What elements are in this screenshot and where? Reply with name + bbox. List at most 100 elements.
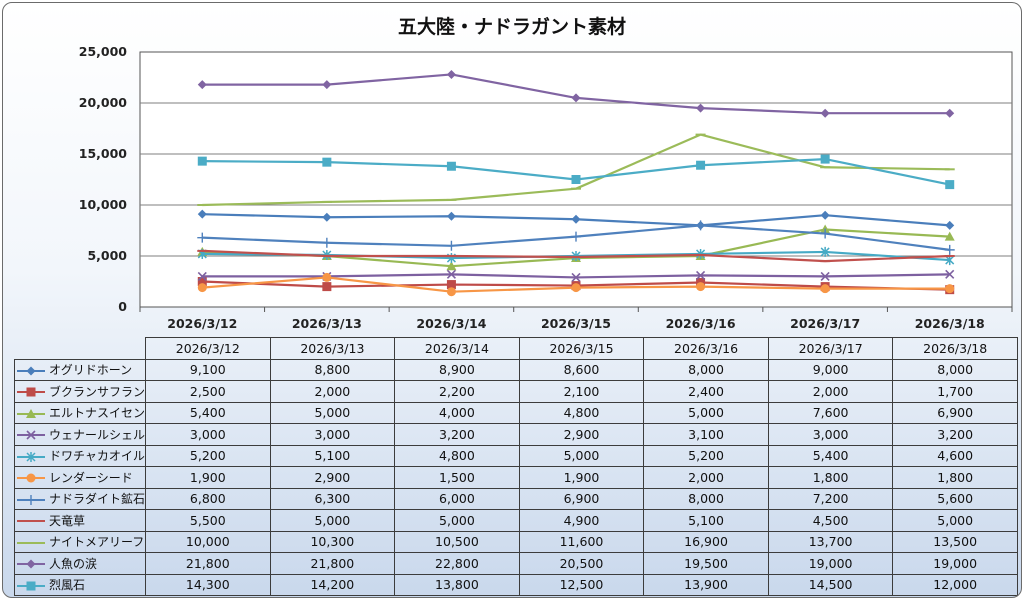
- table-cell: 4,800: [394, 444, 520, 467]
- x-tick-label: 2026/3/13: [292, 316, 362, 331]
- data-point: [571, 231, 581, 242]
- series-name: ナイトメアリーフ: [49, 535, 145, 550]
- legend-cell: ウェナールシェル: [13, 423, 147, 446]
- series-name: レンダーシード: [49, 470, 133, 485]
- data-point: [197, 271, 207, 281]
- x-tick-label: 2026/3/17: [790, 316, 860, 331]
- legend-cell: 人魚の涙: [13, 552, 147, 575]
- table-cell: 14,500: [767, 573, 894, 596]
- table-cell: 10,000: [145, 530, 271, 553]
- legend-cell: 天竜草: [13, 509, 147, 532]
- table-row: ウェナールシェル 3,000 3,000 3,200 2,900 3,100 3,000 3,…: [13, 423, 1018, 446]
- data-point: [197, 283, 207, 293]
- line-chart: 0 5,000 10,000 15,000 20,000 25,000 2026/3/12 2…: [79, 44, 1013, 331]
- legend-cell: ナドラダイト鉱石: [13, 487, 147, 510]
- data-point: [197, 232, 208, 243]
- table-cell: 5,200: [643, 444, 769, 467]
- table-cell: 19,500: [643, 552, 769, 575]
- data-point: [820, 210, 830, 220]
- table-cell: 7,600: [767, 401, 894, 424]
- table-cell: 20,500: [518, 552, 645, 575]
- y-tick-label: 10,000: [79, 197, 128, 212]
- table-cell: 2,900: [269, 466, 396, 489]
- table-header-cell: 2026/3/12: [145, 337, 271, 360]
- data-point: [26, 451, 36, 462]
- y-tick-label: 0: [118, 299, 127, 314]
- table-header-cell: 2026/3/18: [892, 337, 1018, 360]
- series-name: ブクランサフラン: [49, 384, 146, 399]
- legend-key: [17, 473, 45, 483]
- x-tick-label: 2026/3/15: [541, 316, 611, 331]
- table-cell: 22,800: [394, 552, 520, 575]
- table-cell: 4,000: [394, 401, 520, 424]
- table-row: ドワチャカオイル 5,200 5,100 4,800 5,000 5,200 5,400 4,…: [13, 444, 1018, 467]
- table-cell: 14,200: [269, 573, 396, 596]
- table-cell: 6,900: [892, 401, 1018, 424]
- x-tick-label: 2026/3/18: [915, 316, 985, 331]
- data-point: [820, 271, 830, 281]
- series-name: 天竜草: [49, 513, 86, 528]
- legend-key: [17, 408, 45, 418]
- data-point: [571, 93, 581, 103]
- table-cell: 6,800: [145, 487, 271, 510]
- table-row: ブクランサフラン 2,500 2,000 2,200 2,100 2,400 2,000 1,…: [13, 380, 1018, 403]
- table-cell: 3,000: [269, 423, 396, 446]
- table-cell: 13,900: [643, 573, 769, 596]
- table-cell: 9,000: [767, 358, 894, 381]
- data-point: [322, 212, 332, 222]
- table-cell: 5,200: [145, 444, 271, 467]
- table-cell: 3,100: [643, 423, 769, 446]
- legend-key: [17, 559, 45, 569]
- data-point: [945, 180, 955, 190]
- table-cell: 3,200: [394, 423, 520, 446]
- table-cell: 2,500: [145, 380, 271, 403]
- series-name: 烈風石: [49, 578, 86, 593]
- legend-key: [17, 430, 45, 440]
- table-cell: 5,000: [892, 509, 1018, 532]
- series-name: エルトナスイセン: [49, 406, 146, 421]
- table-row: ナドラダイト鉱石 6,800 6,300 6,000 6,900 8,000 7,200 5,…: [13, 487, 1018, 510]
- table-cell: 6,300: [269, 487, 396, 510]
- data-point: [26, 494, 36, 505]
- data-point: [820, 108, 830, 118]
- data-point: [945, 108, 955, 118]
- data-point: [571, 272, 581, 282]
- table-cell: 9,100: [145, 358, 271, 381]
- legend-cell: ブクランサフラン: [13, 380, 147, 403]
- data-point: [322, 272, 332, 282]
- table-cell: 5,000: [269, 509, 396, 532]
- y-tick-label: 25,000: [79, 44, 128, 59]
- table-header-row: 2026/3/12 2026/3/13 2026/3/14 2026/3/15 2026…: [14, 337, 1018, 360]
- data-point: [446, 280, 456, 290]
- table-cell: 8,900: [394, 358, 520, 381]
- series-name: 人魚の涙: [49, 556, 98, 571]
- legend-cell: ドワチャカオイル: [13, 444, 147, 467]
- data-point: [820, 246, 830, 257]
- table-cell: 10,300: [269, 530, 396, 553]
- data-point: [446, 211, 456, 221]
- table-row: ナイトメアリーフ 10,000 10,300 10,500 11,600 16,900 13…: [13, 530, 1018, 553]
- data-point: [26, 387, 36, 397]
- data-point: [197, 156, 207, 166]
- table-cell: 2,000: [643, 466, 769, 489]
- data-table: 2026/3/12 2026/3/13 2026/3/14 2026/3/15 2026…: [13, 337, 1018, 596]
- table-cell: 11,600: [518, 530, 645, 553]
- data-point: [696, 160, 706, 170]
- table-cell: 3,200: [892, 423, 1018, 446]
- data-point: [446, 269, 456, 279]
- legend-cell: レンダーシード: [13, 466, 147, 489]
- data-point: [446, 240, 457, 251]
- data-point: [322, 80, 332, 90]
- data-point: [696, 282, 706, 292]
- data-point: [26, 366, 36, 376]
- table-cell: 7,200: [767, 487, 894, 510]
- table-cell: 6,000: [394, 487, 520, 510]
- table-cell: 21,800: [269, 552, 396, 575]
- data-point: [945, 269, 955, 279]
- table-cell: 1,500: [394, 466, 520, 489]
- table-cell: 13,800: [394, 573, 520, 596]
- table-cell: 5,000: [394, 509, 520, 532]
- table-cell: 2,200: [394, 380, 520, 403]
- table-cell: 5,400: [767, 444, 894, 467]
- data-point: [197, 277, 207, 286]
